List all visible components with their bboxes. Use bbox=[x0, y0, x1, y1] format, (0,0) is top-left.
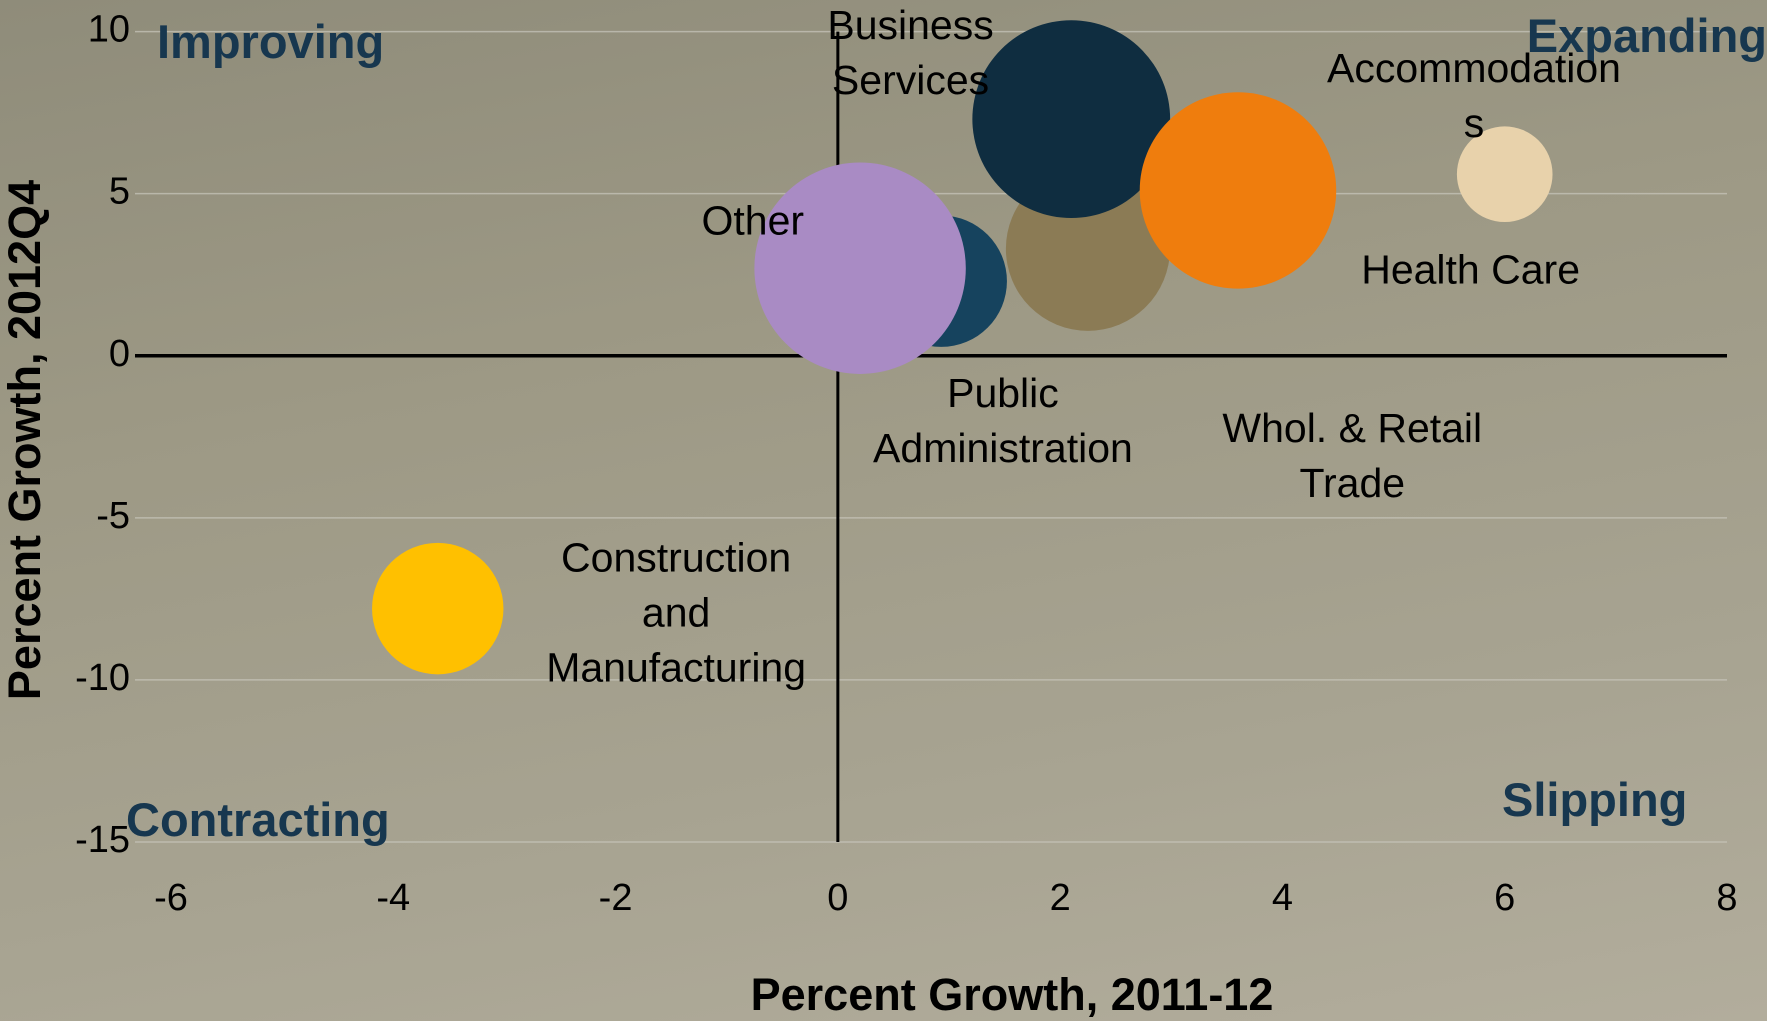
bubble-label: Whol. & Retail Trade bbox=[1222, 405, 1483, 507]
bubble bbox=[372, 542, 504, 675]
y-tick-label: -10 bbox=[75, 657, 130, 699]
y-tick-label: -5 bbox=[96, 495, 130, 537]
y-tick-label: 10 bbox=[88, 9, 130, 51]
bubble bbox=[972, 20, 1171, 219]
x-tick-label: -2 bbox=[599, 877, 633, 919]
bubble-label: Other bbox=[701, 197, 805, 244]
bubble-label: Accommodation s bbox=[1327, 44, 1621, 146]
y-axis-title: Percent Growth, 2012Q4 bbox=[0, 179, 50, 701]
quadrant-label: Improving bbox=[157, 15, 385, 68]
x-tick-label: 4 bbox=[1272, 877, 1293, 919]
y-tick-label: 0 bbox=[109, 333, 130, 375]
bubble-label: Public Administration bbox=[873, 370, 1133, 472]
bubble bbox=[1139, 92, 1337, 289]
quadrant-label: Contracting bbox=[126, 793, 390, 846]
x-tick-label: 2 bbox=[1050, 877, 1071, 919]
quadrant-label: Expanding bbox=[1526, 9, 1767, 62]
bubble-label: Health Care bbox=[1361, 246, 1580, 293]
x-axis-title: Percent Growth, 2011-12 bbox=[750, 969, 1274, 1020]
bubble bbox=[754, 162, 966, 374]
x-tick-label: 0 bbox=[827, 877, 848, 919]
x-tick-label: 8 bbox=[1716, 877, 1737, 919]
bubble-label: Business Services bbox=[827, 1, 994, 103]
y-tick-label: -15 bbox=[75, 819, 130, 861]
x-tick-label: 6 bbox=[1494, 877, 1515, 919]
bubble-label: Construction and Manufacturing bbox=[546, 534, 807, 691]
x-tick-label: -6 bbox=[154, 877, 188, 919]
x-tick-label: -4 bbox=[376, 877, 410, 919]
y-tick-label: 5 bbox=[109, 171, 130, 213]
bubble bbox=[1456, 126, 1553, 223]
quadrant-label: Slipping bbox=[1502, 773, 1688, 826]
